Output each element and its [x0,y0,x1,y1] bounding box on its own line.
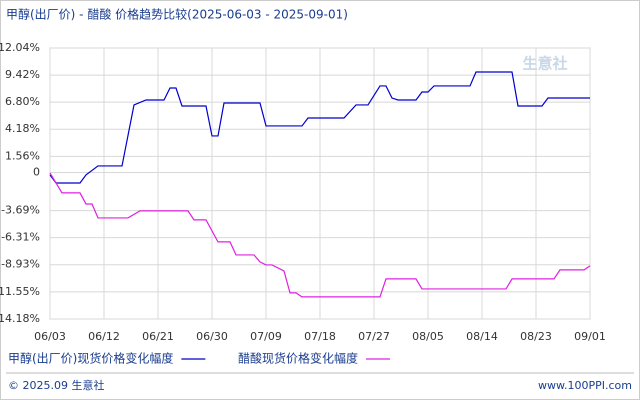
y-tick-label: 9.42% [5,68,40,81]
x-tick-label: 06/21 [142,330,174,343]
y-tick-label: -11.55% [0,285,40,298]
x-tick-label: 08/14 [466,330,498,343]
x-tick-label: 07/18 [304,330,336,343]
x-tick-label: 06/03 [34,330,66,343]
x-tick-label: 06/12 [88,330,120,343]
y-tick-label: 1.56% [5,149,40,162]
series-line [49,71,590,184]
x-tick-label: 08/23 [520,330,552,343]
y-tick-label: -8.93% [1,258,40,271]
watermark: 生意社 [522,55,567,73]
x-tick-label: 07/27 [358,330,390,343]
x-tick-label: 08/05 [412,330,444,343]
y-tick-label: 4.18% [5,122,40,135]
y-tick-label: -6.31% [1,231,40,244]
legend-label: 甲醇(出厂价)现货价格变化幅度 [8,351,173,366]
x-tick-label: 06/30 [196,330,228,343]
x-tick-label: 07/09 [250,330,282,343]
series-line [49,172,591,298]
footer-left: © 2025.09 生意社 [8,378,104,392]
y-tick-label: 0 [33,165,40,178]
footer-right: www.100PPI.com [538,379,632,392]
chart-title: 甲醇(出厂价) - 醋酸 价格趋势比较(2025-06-03 - 2025-09… [6,7,348,22]
y-tick-label: 12.04% [0,41,40,54]
legend-label: 醋酸现货价格变化幅度 [238,351,358,366]
y-tick-label: -3.69% [1,204,40,217]
x-tick-label: 09/01 [574,330,606,343]
y-tick-label: 6.80% [5,95,40,108]
y-tick-label: -14.18% [0,312,40,325]
